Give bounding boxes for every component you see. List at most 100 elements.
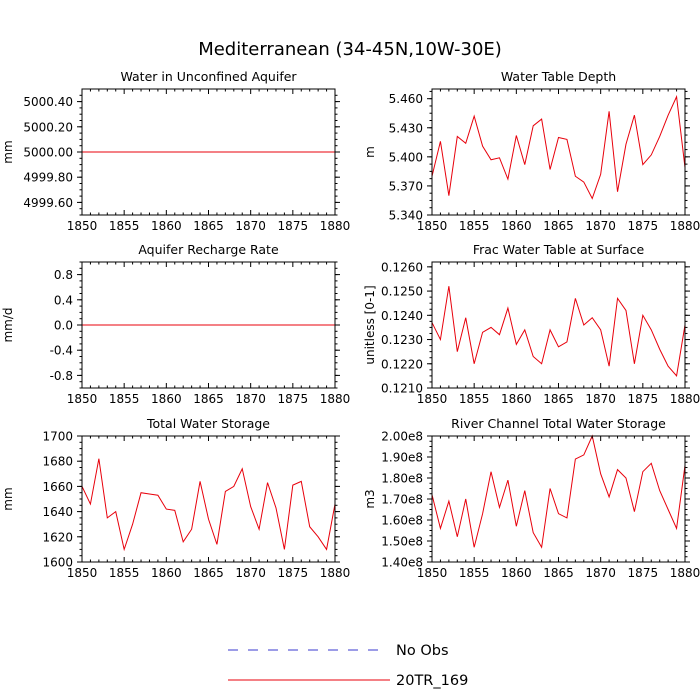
y-tick-label: 1680: [42, 455, 73, 469]
x-tick-label: 1850: [67, 566, 98, 580]
y-tick-label: 1600: [42, 556, 73, 570]
panel-water-table-depth: 1850 1855 1860 1865 1870 1875 1880 5.340 5.370 5.…: [363, 69, 700, 233]
legend-label-no-obs: No Obs: [396, 643, 449, 659]
x-tick-label: 1875: [628, 219, 659, 233]
y-tick-label: 1700: [42, 430, 73, 444]
x-tick-label: 1855: [459, 566, 490, 580]
x-tick-label: 1860: [151, 566, 182, 580]
legend-label-20tr-169: 20TR_169: [396, 673, 468, 689]
y-tick-label: 1.60e8: [381, 514, 423, 528]
y-tick-label: 2.00e8: [381, 430, 423, 444]
y-tick-label: 1640: [42, 505, 73, 519]
x-tick-label: 1865: [543, 566, 574, 580]
panel-frac-water-table-at-surface: 1850 1855 1860 1865 1870 1875 1880 0.1210 0.1220…: [363, 242, 700, 406]
y-tick-label: -0.8: [50, 369, 73, 383]
x-tick-label: 1850: [67, 392, 98, 406]
y-tick-label: 0.8: [54, 268, 73, 282]
y-axis-label: m: [363, 146, 377, 158]
y-tick-label: 0.0: [54, 319, 73, 333]
x-tick-label: 1875: [628, 566, 659, 580]
series-line-20tr-169: [431, 286, 686, 378]
x-tick-label: 1855: [109, 566, 140, 580]
y-tick-label: 5.460: [389, 92, 423, 106]
panel-total-water-storage: 1850 1855 1860 1865 1870 1875 1880 1600 1620 1640…: [1, 416, 350, 580]
y-axis-label: mm: [1, 487, 15, 510]
panel-title: Water in Unconfined Aquifer: [120, 69, 297, 84]
y-tick-label: 5.340: [389, 209, 423, 223]
x-tick-label: 1850: [67, 219, 98, 233]
x-tick-label: 1870: [585, 392, 616, 406]
x-tick-label: 1865: [193, 219, 224, 233]
y-tick-label: 5000.00: [23, 146, 73, 160]
figure-title: Mediterranean (34-45N,10W-30E): [198, 39, 502, 60]
y-tick-label: 5.430: [389, 121, 423, 135]
y-tick-label: 0.1260: [381, 260, 423, 274]
y-axis-label: mm/d: [1, 307, 15, 342]
x-tick-label: 1860: [501, 392, 532, 406]
x-tick-label: 1860: [151, 219, 182, 233]
y-tick-label: 1.50e8: [381, 535, 423, 549]
y-tick-label: 5.370: [389, 179, 423, 193]
x-tick-label: 1880: [320, 566, 351, 580]
y-tick-label: 0.1230: [381, 333, 423, 347]
y-axis-label: m3: [363, 489, 377, 508]
legend: No Obs 20TR_169: [228, 643, 468, 689]
x-tick-label: 1870: [585, 566, 616, 580]
x-tick-label: 1860: [151, 392, 182, 406]
series-line-20tr-169: [81, 458, 336, 552]
x-tick-label: 1865: [193, 566, 224, 580]
y-tick-label: 5000.40: [23, 95, 73, 109]
y-tick-label: 1.80e8: [381, 472, 423, 486]
panel-aquifer-recharge-rate: 1850 1855 1860 1865 1870 1875 1880 -0.8 -0.4 0.0 0…: [1, 242, 350, 406]
series-line-20tr-169: [431, 94, 686, 200]
panels-group: 1850 1855 1860 1865 1870 1875 1880 4999.60 4999.…: [1, 69, 700, 580]
x-tick-label: 1875: [628, 392, 659, 406]
series-line-20tr-169: [431, 434, 686, 549]
y-tick-label: 1620: [42, 530, 73, 544]
x-tick-label: 1880: [320, 219, 351, 233]
y-tick-label: 0.4: [54, 293, 73, 307]
x-tick-label: 1850: [417, 392, 448, 406]
panel-title: Frac Water Table at Surface: [473, 242, 645, 257]
x-tick-label: 1880: [320, 392, 351, 406]
y-tick-label: 0.1250: [381, 285, 423, 299]
x-tick-label: 1875: [278, 219, 309, 233]
x-tick-label: 1855: [109, 392, 140, 406]
x-tick-label: 1870: [585, 219, 616, 233]
x-tick-label: 1855: [459, 219, 490, 233]
y-tick-label: 1.40e8: [381, 556, 423, 570]
panel-river-channel-total-water-storage: 1850 1855 1860 1865 1870 1875 1880 1.40e8 1.50e8…: [363, 416, 700, 580]
y-tick-label: 4999.80: [23, 171, 73, 185]
y-tick-label: 1660: [42, 480, 73, 494]
panel-title: River Channel Total Water Storage: [451, 416, 666, 431]
panel-title: Water Table Depth: [501, 69, 616, 84]
x-tick-label: 1875: [278, 392, 309, 406]
x-tick-label: 1855: [459, 392, 490, 406]
x-tick-label: 1880: [670, 392, 700, 406]
y-tick-label: -0.4: [50, 344, 73, 358]
y-tick-label: 0.1240: [381, 309, 423, 323]
y-tick-label: 1.90e8: [381, 451, 423, 465]
x-tick-label: 1850: [417, 566, 448, 580]
x-tick-label: 1865: [543, 219, 574, 233]
plot-frame: [431, 88, 686, 216]
plot-frame: [431, 261, 686, 389]
x-tick-label: 1880: [670, 566, 700, 580]
x-tick-label: 1875: [278, 566, 309, 580]
x-tick-label: 1855: [109, 219, 140, 233]
x-tick-label: 1865: [543, 392, 574, 406]
plot-frame: [81, 435, 336, 563]
x-tick-label: 1860: [501, 566, 532, 580]
panel-title: Aquifer Recharge Rate: [138, 242, 279, 257]
x-tick-label: 1850: [417, 219, 448, 233]
x-tick-label: 1870: [235, 219, 266, 233]
y-tick-label: 1.70e8: [381, 493, 423, 507]
x-tick-label: 1870: [235, 566, 266, 580]
x-tick-label: 1880: [670, 219, 700, 233]
x-tick-label: 1860: [501, 219, 532, 233]
y-tick-label: 5000.20: [23, 120, 73, 134]
x-tick-label: 1865: [193, 392, 224, 406]
panel-title: Total Water Storage: [146, 416, 270, 431]
y-axis-label: unitless [0-1]: [363, 285, 377, 364]
